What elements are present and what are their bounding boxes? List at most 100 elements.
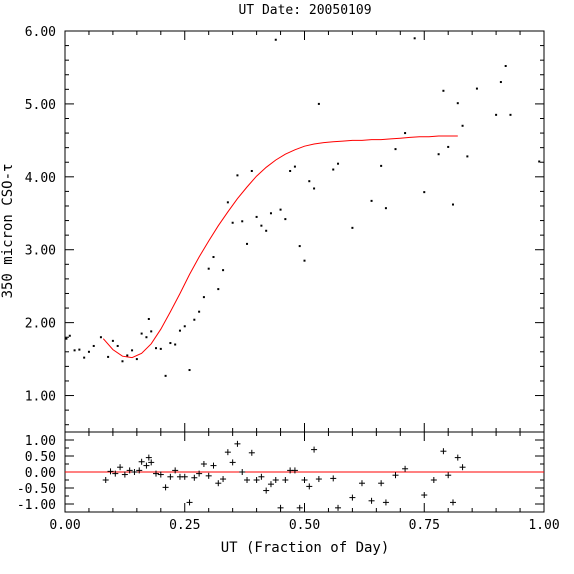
data-point xyxy=(111,339,114,342)
residual-point xyxy=(358,480,365,487)
residual-point xyxy=(162,484,169,491)
residual-point xyxy=(153,470,160,477)
data-point xyxy=(188,369,191,372)
data-point xyxy=(303,259,306,262)
residual-point xyxy=(368,497,375,504)
residual-point xyxy=(392,472,399,479)
residual-point xyxy=(330,475,337,482)
residual-point xyxy=(267,481,274,488)
data-point xyxy=(475,87,478,90)
residual-point xyxy=(138,458,145,465)
residual-point xyxy=(402,465,409,472)
chart-title: UT Date: 20050109 xyxy=(238,3,371,18)
residual-point xyxy=(272,477,279,483)
data-point xyxy=(313,187,316,190)
residual-point xyxy=(102,477,109,483)
residual-point xyxy=(112,470,119,477)
y-tick-label: 5.00 xyxy=(25,98,56,113)
y-tick-label: 6.00 xyxy=(25,25,56,40)
data-point xyxy=(202,296,205,299)
residual-point xyxy=(121,471,128,478)
data-point xyxy=(147,317,150,320)
top-panel-y-tick-labels: 1.00 2.00 3.00 4.00 5.00 6.00 xyxy=(25,25,56,405)
data-point xyxy=(126,354,129,357)
data-point xyxy=(504,64,507,67)
residual-point xyxy=(224,449,231,456)
residual-point xyxy=(382,499,389,506)
data-point xyxy=(212,256,215,259)
data-point xyxy=(279,208,282,211)
residual-point xyxy=(315,476,322,483)
data-point xyxy=(351,226,354,229)
x-axis-label: UT (Fraction of Day) xyxy=(221,540,390,556)
residual-point xyxy=(349,494,356,501)
x-tick-label: 0.25 xyxy=(169,518,200,533)
residual-point xyxy=(335,504,342,511)
residual-point xyxy=(196,470,203,477)
residual-point xyxy=(136,467,143,474)
data-point xyxy=(423,191,426,194)
residual-point xyxy=(148,459,155,466)
data-point xyxy=(155,347,158,350)
data-point xyxy=(83,356,86,359)
residual-point xyxy=(430,477,437,483)
data-point xyxy=(413,37,416,40)
data-point xyxy=(164,374,167,377)
data-point xyxy=(174,343,177,346)
data-point xyxy=(121,360,124,363)
data-point xyxy=(456,102,459,105)
fit-curve xyxy=(102,135,458,359)
data-point xyxy=(145,336,148,339)
bottom-panel-residual-points xyxy=(102,440,466,511)
data-point xyxy=(99,336,102,339)
y-tick-label: 4.00 xyxy=(25,171,56,186)
data-point xyxy=(370,199,373,202)
y-tick-label: 1.00 xyxy=(25,390,56,405)
residual-point xyxy=(244,477,251,483)
data-point xyxy=(298,245,301,248)
residual-y-tick-label: 0.00 xyxy=(25,466,56,481)
residual-point xyxy=(311,446,318,453)
data-point xyxy=(466,155,469,158)
x-tick-label: 1.00 xyxy=(528,518,559,533)
residual-y-tick-label: -1.00 xyxy=(17,498,56,513)
residual-point xyxy=(107,468,114,475)
x-tick-labels: 0.00 0.25 0.50 0.75 1.00 xyxy=(49,518,559,533)
residual-point xyxy=(234,440,241,447)
data-point xyxy=(73,349,76,352)
data-point xyxy=(193,318,196,321)
data-point xyxy=(265,229,268,232)
x-tick-label: 0.00 xyxy=(49,518,80,533)
top-panel-ticks xyxy=(65,31,544,432)
residual-point xyxy=(282,477,289,483)
data-point xyxy=(495,113,498,116)
residual-point xyxy=(157,471,164,478)
residual-y-tick-label: 0.50 xyxy=(25,450,56,465)
residual-point xyxy=(191,474,198,481)
residual-point xyxy=(449,499,456,506)
data-point xyxy=(87,350,90,353)
y-tick-label: 2.00 xyxy=(25,317,56,332)
residual-point xyxy=(239,469,246,475)
data-point xyxy=(337,162,340,165)
data-point xyxy=(68,334,71,337)
data-point xyxy=(509,113,512,116)
residual-point xyxy=(253,477,260,483)
data-point xyxy=(236,174,239,177)
data-point xyxy=(178,329,181,332)
residual-point xyxy=(172,467,179,474)
data-point xyxy=(140,332,143,335)
residual-point xyxy=(131,469,138,475)
residual-point xyxy=(291,467,298,474)
data-point xyxy=(207,267,210,270)
data-point xyxy=(437,153,440,156)
residual-y-tick-label: 1.00 xyxy=(25,434,56,449)
top-panel: 1.00 2.00 3.00 4.00 5.00 6.00 350 micron CSO-… xyxy=(0,25,545,433)
data-point xyxy=(217,288,220,291)
data-point xyxy=(183,325,186,328)
data-point xyxy=(332,168,335,171)
residual-point xyxy=(296,504,303,511)
x-tick-label: 0.50 xyxy=(289,518,320,533)
data-point xyxy=(404,132,407,135)
